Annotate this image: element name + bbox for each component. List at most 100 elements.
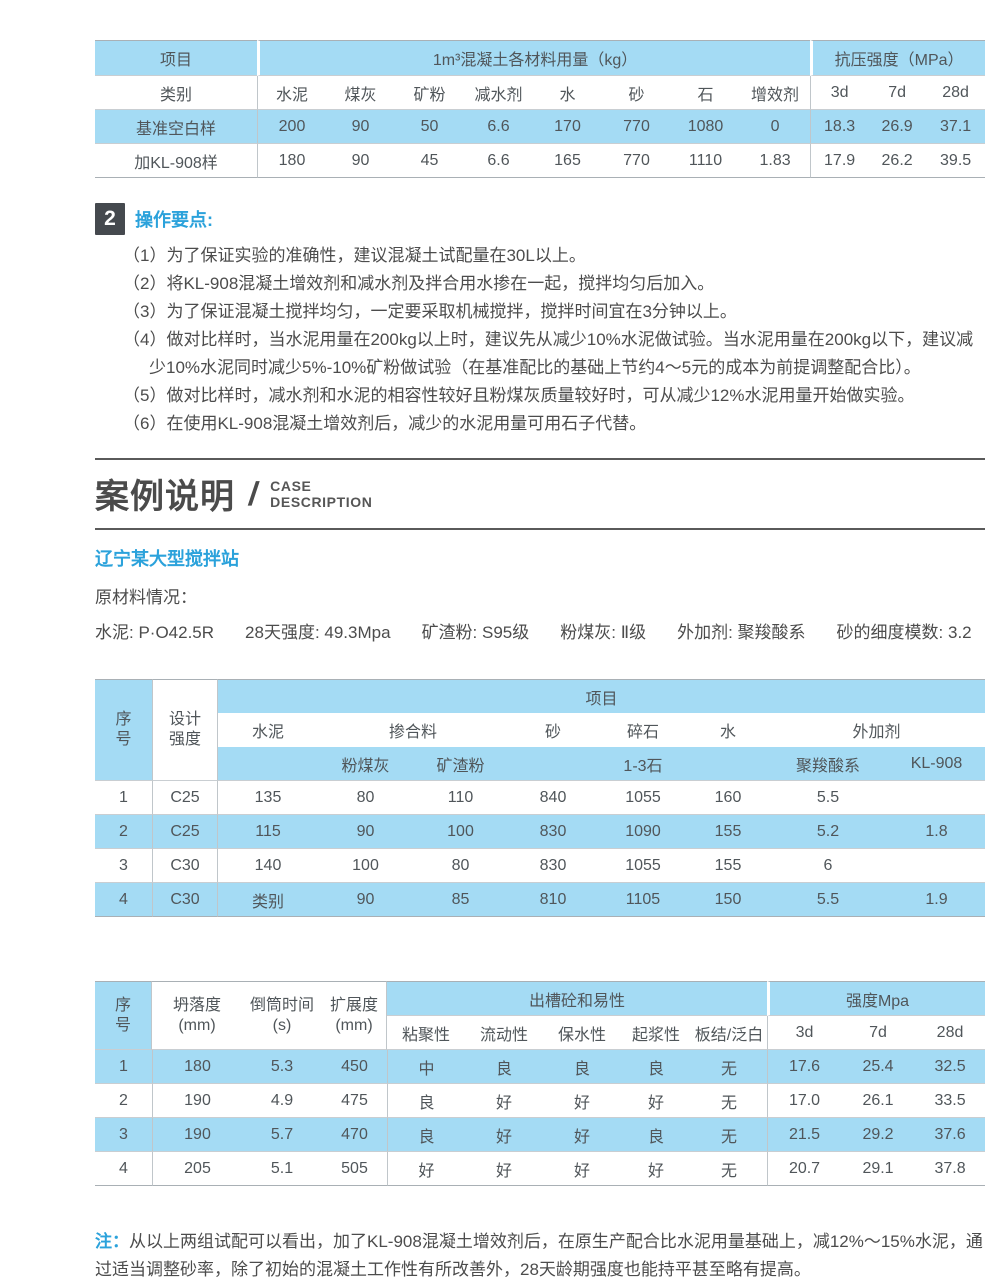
table-cell: 475 <box>322 1084 387 1118</box>
column-header: 7d <box>841 1016 916 1050</box>
section-number-badge: 2 <box>95 203 125 235</box>
column-header: 序 号 <box>95 981 152 1050</box>
note-text: 从以上两组试配可以看出，加了KL-908混凝土增效剂后，在原生产配合比水泥用量基… <box>95 1232 983 1279</box>
station-title: 辽宁某大型搅拌站 <box>95 549 239 569</box>
table-cell: 21.5 <box>767 1118 842 1152</box>
divider-line <box>95 528 985 530</box>
column-header: 矿粉 <box>395 76 464 110</box>
table-cell: 1055 <box>598 849 688 883</box>
key-point-item: （3）为了保证混凝土搅拌均匀，一定要采取机械搅拌，搅拌时间宜在3分钟以上。 <box>123 302 737 321</box>
table-cell: 好 <box>543 1152 621 1186</box>
column-header: 矿渣粉 <box>413 747 508 781</box>
table-cell: 37.1 <box>926 110 986 144</box>
table-subheader-row: 粘聚性 流动性 保水性 起浆性 板结/泛白 3d 7d 28d <box>95 1016 986 1050</box>
table-cell: 6 <box>768 849 888 883</box>
table-cell: 37.8 <box>915 1152 986 1186</box>
page-content: 项目 1m³混凝土各材料用量（kg） 抗压强度（MPa） 类别 水泥 煤灰 矿粉… <box>95 0 986 1284</box>
table-cell: 良 <box>465 1050 543 1084</box>
column-header: 砂 <box>544 724 561 741</box>
table-cell: 1.83 <box>740 144 811 178</box>
table-cell: 770 <box>602 144 671 178</box>
table-cell: 好 <box>543 1084 621 1118</box>
table-cell: 155 <box>688 815 768 849</box>
table-cell: 1110 <box>671 144 740 178</box>
table-cell: 良 <box>621 1050 691 1084</box>
table-cell <box>888 781 986 815</box>
table-cell: 好 <box>621 1152 691 1186</box>
column-header: 出槽砼和易性 <box>387 981 768 1016</box>
table-cell: 1.9 <box>888 883 986 917</box>
table-cell: 17.0 <box>767 1084 842 1118</box>
table-cell: 26.2 <box>868 144 927 178</box>
table-header-row: 项目 1m³混凝土各材料用量（kg） 抗压强度（MPa） <box>95 40 986 76</box>
divider-line <box>95 458 985 460</box>
table-cell: 3 <box>95 1118 152 1152</box>
key-point-item: （6）在使用KL-908混凝土增效剂后，减少的水泥用量可用石子代替。 <box>123 414 647 433</box>
table-row: 3 C30 140 100 80 830 1055 155 6 <box>95 849 986 883</box>
case-title-row: 案例说明 / CASE DESCRIPTION <box>95 460 985 528</box>
table-cell: 18.3 <box>810 110 869 144</box>
table-cell: 26.1 <box>841 1084 916 1118</box>
table-cell: 190 <box>152 1084 242 1118</box>
table-cell: 1 <box>95 1050 152 1084</box>
table-row: 基准空白样 200 90 50 6.6 170 770 1080 0 18.3 26.9 37.1 <box>95 110 986 144</box>
table-cell: 26.9 <box>868 110 927 144</box>
note-label: 注： <box>95 1232 129 1251</box>
table-cell: 良 <box>387 1084 465 1118</box>
table-cell: 好 <box>465 1152 543 1186</box>
column-header: 倒筒时间 (s) <box>242 981 322 1050</box>
material-spec: 砂的细度模数: 3.2 <box>836 623 972 642</box>
key-points-title: 操作要点: <box>135 210 213 230</box>
table-cell: 3 <box>95 849 152 883</box>
table-cell: 5.5 <box>768 781 888 815</box>
column-header: 设计 强度 <box>152 679 218 781</box>
table-cell: 加KL-908样 <box>95 144 257 178</box>
column-header-empty <box>218 747 318 781</box>
table-row: 2 C25 115 90 100 830 1090 155 5.2 1.8 <box>95 815 986 849</box>
column-header: 水 <box>533 76 602 110</box>
column-header: 项目 <box>218 679 986 713</box>
column-header: 抗压强度（MPa） <box>810 40 986 76</box>
column-header: 粘聚性 <box>387 1016 465 1050</box>
column-header: KL-908 <box>888 747 986 781</box>
table-cell: 165 <box>533 144 602 178</box>
table-cell: C30 <box>152 849 218 883</box>
column-header: 28d <box>915 1016 986 1050</box>
table-cell: 770 <box>602 110 671 144</box>
table-header-row: 序 号 设计 强度 项目 <box>95 679 986 781</box>
column-header: 保水性 <box>543 1016 621 1050</box>
table-cell: 840 <box>508 781 598 815</box>
table-cell: 205 <box>152 1152 242 1186</box>
materials-line: 水泥: P·O42.5R 28天强度: 49.3Mpa 矿渣粉: S95级 粉煤… <box>95 618 985 643</box>
key-point-item: （4）做对比样时，当水泥用量在200kg以上时，建议先从减少10%水泥做试验。当… <box>123 330 974 377</box>
table-cell: 190 <box>152 1118 242 1152</box>
table-cell: C30 <box>152 883 218 917</box>
key-points-header: 2 操作要点: <box>95 203 985 235</box>
column-header: 石 <box>671 76 740 110</box>
column-header: 1m³混凝土各材料用量（kg） <box>257 40 811 76</box>
table-cell: 100 <box>413 815 508 849</box>
table-row: 4 C30 类别 90 85 810 1105 150 5.5 1.9 <box>95 883 986 917</box>
table-cell: 0 <box>740 110 811 144</box>
table-cell: 37.6 <box>915 1118 986 1152</box>
table-cell: 160 <box>688 781 768 815</box>
case-title-en-line1: CASE <box>270 477 312 494</box>
table-cell: 5.2 <box>768 815 888 849</box>
table-cell: 505 <box>322 1152 387 1186</box>
table-row: 3 190 5.7 470 良好好良无 21.5 29.2 37.6 <box>95 1118 986 1152</box>
column-header: 水泥 <box>257 76 326 110</box>
table-cell: 110 <box>413 781 508 815</box>
table-group-header-row: 水泥 掺合料 砂 碎石 水 外加剂 <box>95 713 985 747</box>
table-cell: 好 <box>465 1084 543 1118</box>
table-cell: 180 <box>257 144 326 178</box>
table-row: 4 205 5.1 505 好好好好无 20.7 29.1 37.8 <box>95 1152 986 1186</box>
column-header: 外加剂 <box>852 724 901 741</box>
dosage-comparison-table: 项目 1m³混凝土各材料用量（kg） 抗压强度（MPa） 类别 水泥 煤灰 矿粉… <box>95 40 986 178</box>
table-cell: 4 <box>95 883 152 917</box>
column-header: 增效剂 <box>740 76 811 110</box>
column-header: 碎石 <box>626 724 659 741</box>
table-cell: 33.5 <box>915 1084 986 1118</box>
table-cell: 1105 <box>598 883 688 917</box>
material-spec: 28天强度: 49.3Mpa <box>245 623 391 642</box>
table-subheader-row: 类别 水泥 煤灰 矿粉 减水剂 水 砂 石 增效剂 3d 7d 28d <box>95 76 986 110</box>
